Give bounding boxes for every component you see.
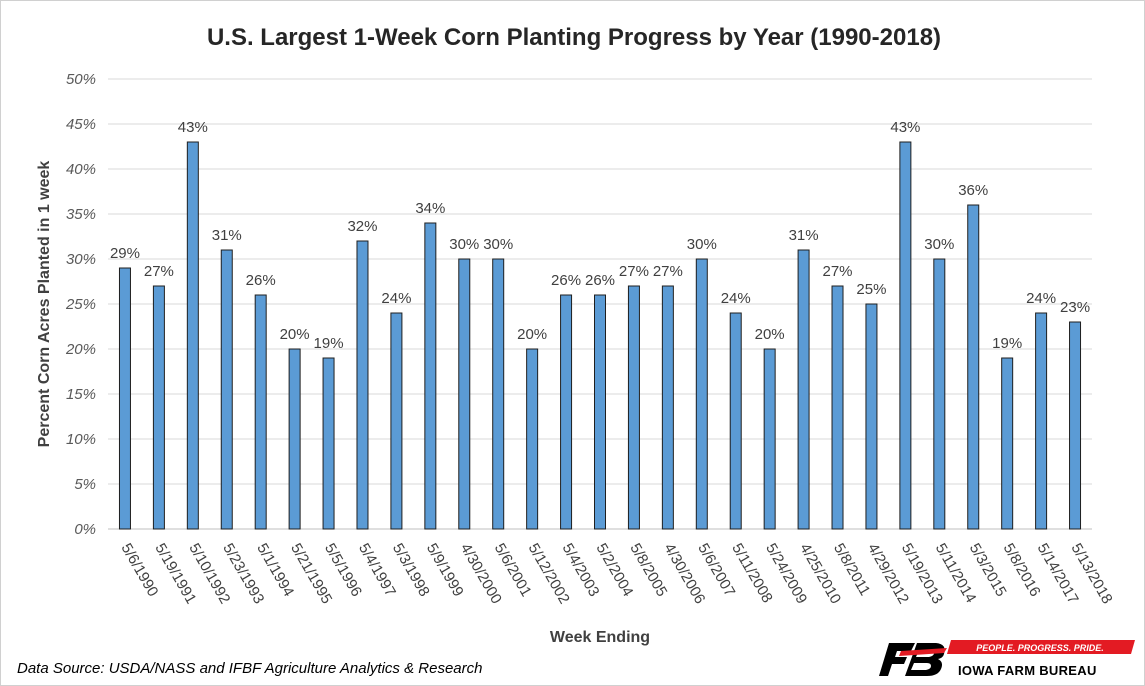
bar [390, 312, 403, 530]
data-label: 36% [958, 182, 988, 199]
bar [763, 348, 776, 530]
y-tick-label: 5% [74, 476, 96, 493]
y-tick-label: 40% [66, 161, 96, 178]
y-tick-labels: 0% 5% 10% 15% 20% 25% 30% 35% 40% 45% 50% [65, 71, 96, 538]
data-label: 24% [721, 290, 751, 307]
data-label: 24% [381, 290, 411, 307]
data-label: 30% [449, 236, 479, 253]
bar [1069, 321, 1082, 530]
data-label: 30% [483, 236, 513, 253]
data-label: 31% [789, 227, 819, 244]
bar [526, 348, 539, 530]
y-tick-label: 20% [65, 341, 96, 358]
data-label: 27% [653, 263, 683, 280]
data-label: 24% [1026, 290, 1056, 307]
bar [661, 285, 674, 530]
data-label: 43% [890, 119, 920, 136]
bar [1001, 357, 1014, 530]
data-label: 34% [415, 200, 445, 217]
logo-name: IOWA FARM BUREAU [958, 663, 1097, 678]
bar [254, 294, 267, 530]
bars [118, 141, 1082, 530]
bar [220, 249, 233, 530]
logo-banner-text: PEOPLE. PROGRESS. PRIDE. [976, 643, 1104, 653]
bar [831, 285, 844, 530]
iowa-farm-bureau-logo: PEOPLE. PROGRESS. PRIDE. IOWA FARM BUREA… [879, 640, 1135, 678]
data-label: 30% [687, 236, 717, 253]
bar [152, 285, 165, 530]
bar [1035, 312, 1048, 530]
data-label: 26% [585, 272, 615, 289]
bar [322, 357, 335, 530]
data-label: 26% [551, 272, 581, 289]
bar [865, 303, 878, 530]
bar [695, 258, 708, 530]
farm-bureau-mark-icon [879, 643, 947, 676]
data-labels: 29%27%43%31%26%20%19%32%24%34%30% 30%20%2… [110, 119, 1090, 352]
data-label: 23% [1060, 299, 1090, 316]
logo-banner [947, 640, 1135, 654]
bar [492, 258, 505, 530]
y-tick-label: 35% [66, 206, 96, 223]
data-label: 27% [144, 263, 174, 280]
bar [627, 285, 640, 530]
chart-title: U.S. Largest 1-Week Corn Planting Progre… [207, 24, 941, 51]
data-label: 32% [347, 218, 377, 235]
bar [967, 204, 980, 530]
data-label: 27% [823, 263, 853, 280]
data-source-note: Data Source: USDA/NASS and IFBF Agricult… [17, 660, 482, 677]
y-tick-label: 25% [65, 296, 96, 313]
data-label: 29% [110, 245, 140, 262]
y-tick-label: 45% [66, 116, 96, 133]
bar [899, 141, 912, 530]
bar [933, 258, 946, 530]
y-tick-label: 0% [74, 521, 96, 538]
data-label: 31% [212, 227, 242, 244]
data-label: 27% [619, 263, 649, 280]
data-label: 25% [856, 281, 886, 298]
data-label: 19% [314, 335, 344, 352]
x-tick-labels: 5/6/19905/19/19915/10/19925/23/19935/1/1… [118, 541, 1116, 607]
data-label: 26% [246, 272, 276, 289]
data-label: 43% [178, 119, 208, 136]
bar [594, 294, 606, 530]
bar [288, 348, 301, 530]
y-tick-label: 15% [66, 386, 96, 403]
bar [186, 141, 199, 530]
y-tick-label: 50% [66, 71, 96, 88]
bar [797, 249, 810, 530]
bar [118, 267, 131, 530]
bar [356, 240, 369, 530]
data-label: 20% [755, 326, 785, 343]
data-label: 30% [924, 236, 954, 253]
bar [729, 312, 742, 530]
bar [424, 222, 437, 530]
bar [560, 294, 573, 530]
bar [458, 258, 471, 530]
y-axis-title: Percent Corn Acres Planted in 1 week [36, 161, 53, 448]
data-label: 20% [280, 326, 310, 343]
y-tick-label: 10% [66, 431, 96, 448]
x-axis-title: Week Ending [550, 629, 650, 646]
data-label: 20% [517, 326, 547, 343]
data-label: 19% [992, 335, 1022, 352]
y-tick-label: 30% [66, 251, 96, 268]
